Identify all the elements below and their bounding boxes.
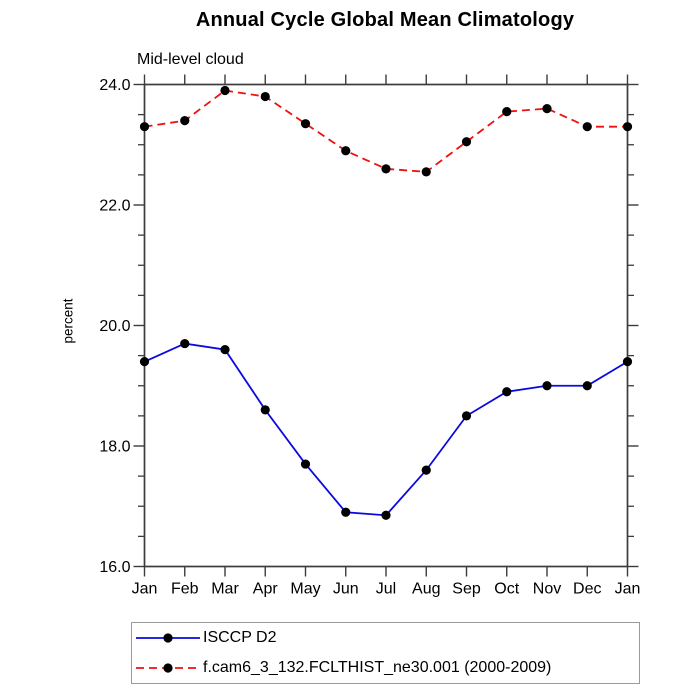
data-point-s0-nov-10 bbox=[542, 381, 552, 391]
plot-area: Jan Feb Mar Apr May Jun Jul Aug Sep Oct Nov Dec Jan1… bbox=[99, 74, 641, 598]
data-point-s0-apr-3 bbox=[260, 405, 270, 415]
data-point-s1-feb-1 bbox=[180, 116, 190, 126]
series-line-1 bbox=[144, 89, 628, 173]
plot-frame bbox=[143, 83, 629, 568]
x-tick-label-may-4: May bbox=[290, 581, 320, 598]
data-point-s1-jan-12 bbox=[622, 122, 633, 132]
data-point-s0-sep-8 bbox=[461, 411, 472, 421]
legend-item-isccp-d2: ISCCP D2 bbox=[132, 623, 639, 653]
legend-label-model: f.cam6_3_132.FCLTHIST_ne30.001 (2000-200… bbox=[203, 659, 552, 676]
data-point-s0-aug-7 bbox=[421, 465, 431, 475]
data-point-s1-jun-5 bbox=[341, 146, 351, 156]
data-point-s1-apr-3 bbox=[260, 91, 270, 102]
data-point-s1-aug-7 bbox=[421, 167, 431, 177]
data-point-s1-jul-6 bbox=[381, 164, 391, 174]
data-point-s0-dec-11 bbox=[582, 381, 592, 391]
legend-item-model-run: f.cam6_3_132.FCLTHIST_ne30.001 (2000-200… bbox=[132, 653, 639, 683]
x-tick-label-jan-12: Jan bbox=[615, 581, 641, 598]
data-point-s1-dec-11 bbox=[582, 122, 592, 132]
data-point-s0-jun-5 bbox=[341, 507, 351, 517]
data-point-s0-jan-12 bbox=[622, 357, 633, 367]
legend-swatch-dashed-line-dot-icon bbox=[136, 663, 200, 673]
y-tick-label-24.0: 24.0 bbox=[99, 77, 130, 94]
x-tick-label-feb-1: Feb bbox=[171, 581, 199, 598]
data-point-s0-jul-6 bbox=[381, 510, 391, 520]
chart-title: Annual Cycle Global Mean Climatology bbox=[195, 9, 575, 31]
y-axis-label: percent bbox=[60, 298, 76, 344]
legend-label-observation: ISCCP D2 bbox=[203, 629, 277, 646]
x-tick-label-dec-11: Dec bbox=[573, 581, 601, 598]
data-point-s0-oct-9 bbox=[502, 387, 512, 397]
x-tick-label-nov-10: Nov bbox=[533, 581, 561, 598]
x-tick-label-sep-8: Sep bbox=[452, 581, 481, 598]
x-tick-label-jun-5: Jun bbox=[333, 581, 359, 598]
x-tick-label-apr-3: Apr bbox=[253, 581, 279, 598]
data-point-s0-feb-1 bbox=[180, 338, 190, 349]
legend: ISCCP D2 f.cam6_3_132.FCLTHIST_ne30.001 … bbox=[131, 622, 640, 684]
legend-swatch-line-dot-icon bbox=[136, 633, 200, 643]
data-point-s1-may-4 bbox=[300, 119, 311, 129]
data-point-s1-oct-9 bbox=[502, 107, 512, 117]
series-line-0 bbox=[144, 342, 628, 517]
x-tick-label-jul-6: Jul bbox=[376, 581, 396, 598]
data-point-s1-mar-2 bbox=[220, 85, 230, 96]
data-point-s0-may-4 bbox=[300, 459, 311, 469]
chart-subtitle: Mid-level cloud bbox=[137, 51, 244, 68]
x-tick-label-oct-9: Oct bbox=[494, 581, 519, 598]
data-point-s1-nov-10 bbox=[542, 104, 552, 114]
x-tick-label-mar-2: Mar bbox=[211, 581, 239, 598]
data-point-s0-mar-2 bbox=[220, 345, 230, 355]
y-tick-label-22.0: 22.0 bbox=[99, 198, 130, 215]
x-tick-label-aug-7: Aug bbox=[412, 581, 440, 598]
data-point-s0-jan-0 bbox=[139, 357, 150, 367]
y-tick-label-20.0: 20.0 bbox=[99, 318, 130, 335]
y-tick-label-16.0: 16.0 bbox=[99, 559, 130, 576]
x-tick-label-jan-0: Jan bbox=[132, 581, 158, 598]
y-tick-label-18.0: 18.0 bbox=[99, 439, 130, 456]
data-point-s1-jan-0 bbox=[139, 122, 150, 132]
data-point-s1-sep-8 bbox=[461, 137, 472, 147]
